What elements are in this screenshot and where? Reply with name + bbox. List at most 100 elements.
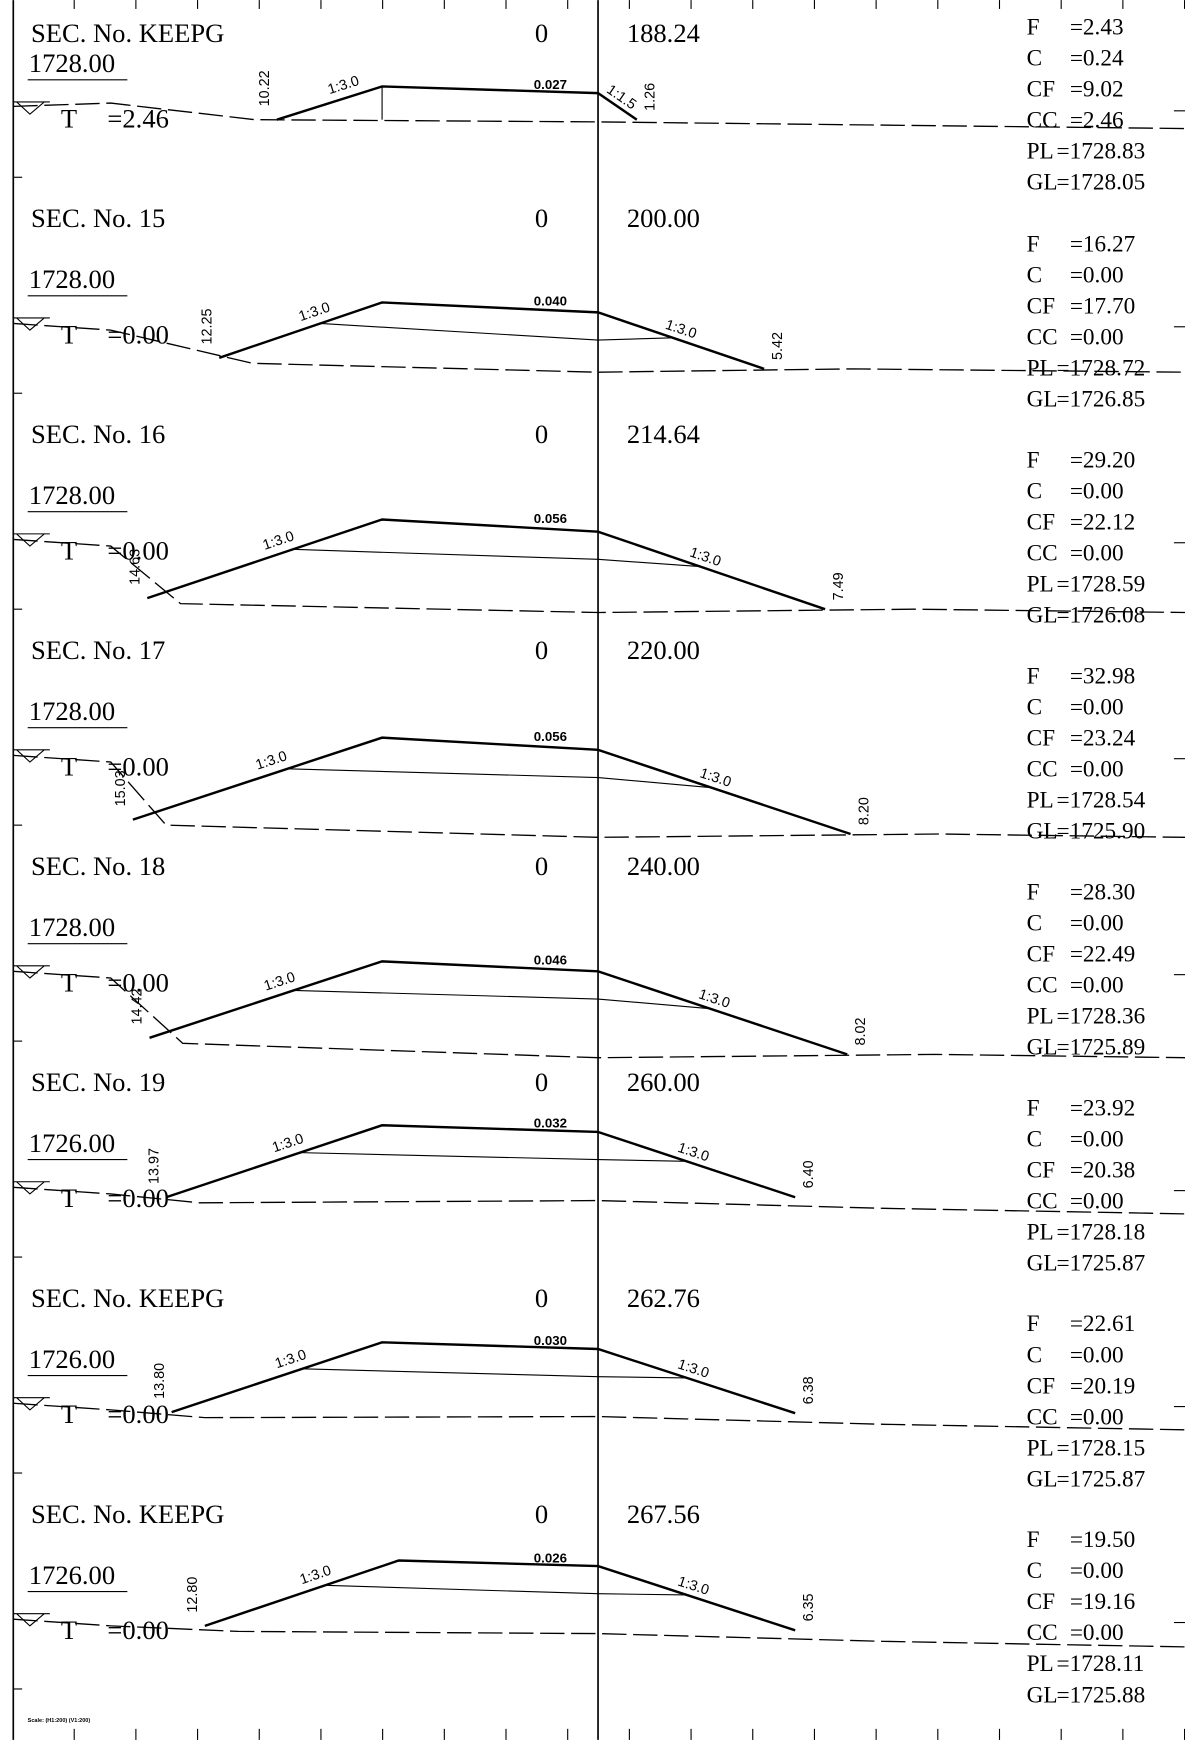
offset: 0 xyxy=(535,635,548,665)
prop-value: =19.50 xyxy=(1070,1527,1135,1553)
embankment xyxy=(132,736,851,836)
prop-label: GL xyxy=(1027,602,1058,628)
prop-label: GL xyxy=(1027,1034,1058,1060)
prop-value: =1728.18 xyxy=(1057,1219,1146,1245)
prop-label: C xyxy=(1027,262,1043,288)
section-title: SEC. No. 15 xyxy=(31,203,165,233)
prop-value: =0.00 xyxy=(1070,478,1124,504)
inner-line xyxy=(292,548,599,560)
ground-line xyxy=(13,754,1185,838)
prop-value: =23.92 xyxy=(1070,1095,1135,1121)
prop-label: CC xyxy=(1027,325,1058,351)
left-height: 14.63 xyxy=(128,549,144,585)
inner-line xyxy=(293,989,599,1000)
chainage: 262.76 xyxy=(627,1283,700,1313)
prop-label: GL xyxy=(1027,1250,1058,1276)
right-slope: 1:3.0 xyxy=(663,317,698,342)
section-title: SEC. No. 16 xyxy=(31,419,165,449)
inner-line xyxy=(598,1159,687,1162)
prop-label: PL xyxy=(1027,138,1054,164)
ground-line xyxy=(13,1618,1185,1648)
section-title: SEC. No. 18 xyxy=(31,851,165,881)
t-value: =0.00 xyxy=(107,1615,168,1645)
embankment xyxy=(218,301,765,371)
prop-value: =1725.87 xyxy=(1057,1466,1146,1492)
prop-value: =1728.72 xyxy=(1057,356,1146,382)
right-height: 8.02 xyxy=(853,1018,869,1046)
gradient: 0.056 xyxy=(534,511,567,526)
prop-label: F xyxy=(1027,1095,1040,1121)
inner-line xyxy=(598,1376,687,1379)
prop-value: =0.00 xyxy=(1070,694,1124,720)
t-value: =2.46 xyxy=(107,103,168,133)
prop-label: CF xyxy=(1027,76,1056,102)
prop-value: =1725.87 xyxy=(1057,1250,1146,1276)
prop-label: PL xyxy=(1027,1003,1054,1029)
embankment xyxy=(171,1341,796,1415)
gradient: 0.030 xyxy=(534,1333,567,1348)
inner-line xyxy=(287,768,599,779)
chainage: 220.00 xyxy=(627,635,700,665)
gradient: 0.027 xyxy=(534,77,567,92)
prop-label: CF xyxy=(1027,1589,1056,1615)
chainage: 200.00 xyxy=(627,203,700,233)
prop-value: =17.70 xyxy=(1070,293,1135,319)
prop-label: F xyxy=(1027,663,1040,689)
water-level: 1726.00 xyxy=(29,1344,115,1374)
prop-value: =0.00 xyxy=(1070,1126,1124,1152)
prop-label: CC xyxy=(1027,1620,1058,1646)
prop-label: CC xyxy=(1027,540,1058,566)
chainage: 214.64 xyxy=(627,419,700,449)
embankment xyxy=(149,960,848,1056)
offset: 0 xyxy=(535,18,548,48)
section-title: SEC. No. KEEPG xyxy=(31,1499,224,1529)
water-level: 1726.00 xyxy=(29,1560,115,1590)
prop-value: =0.00 xyxy=(1070,1342,1124,1368)
prop-label: GL xyxy=(1027,1466,1058,1492)
gradient: 0.056 xyxy=(534,729,567,744)
prop-value: =20.19 xyxy=(1070,1373,1135,1399)
inner-line xyxy=(302,1368,599,1378)
inner-line xyxy=(597,776,712,789)
prop-value: =1728.11 xyxy=(1057,1651,1145,1677)
water-level: 1728.00 xyxy=(29,696,115,726)
prop-value: =1725.89 xyxy=(1057,1034,1146,1060)
chainage: 188.24 xyxy=(627,18,700,48)
prop-value: =2.46 xyxy=(1070,107,1124,133)
prop-value: =1728.36 xyxy=(1057,1003,1146,1029)
prop-value: =20.38 xyxy=(1070,1157,1135,1183)
offset: 0 xyxy=(535,1067,548,1097)
prop-label: C xyxy=(1027,910,1043,936)
t-value: =0.00 xyxy=(107,967,168,997)
t-value: =0.00 xyxy=(107,751,168,781)
chainage: 260.00 xyxy=(627,1067,700,1097)
offset: 0 xyxy=(535,203,548,233)
gradient: 0.040 xyxy=(534,294,567,309)
chainage: 267.56 xyxy=(627,1499,700,1529)
prop-label: F xyxy=(1027,1527,1040,1553)
prop-label: F xyxy=(1027,879,1040,905)
prop-value: =1725.90 xyxy=(1057,818,1146,844)
prop-label: PL xyxy=(1027,787,1054,813)
prop-label: CC xyxy=(1027,1188,1058,1214)
t-value: =0.00 xyxy=(107,319,168,349)
right-height: 5.42 xyxy=(770,332,786,360)
left-height: 12.25 xyxy=(200,309,216,345)
prop-label: C xyxy=(1027,1126,1043,1152)
ground-line xyxy=(13,538,1185,614)
offset: 0 xyxy=(535,419,548,449)
prop-label: C xyxy=(1027,1342,1043,1368)
embankment xyxy=(276,85,638,121)
right-height: 6.35 xyxy=(801,1593,817,1621)
water-level: 1726.00 xyxy=(29,1128,115,1158)
right-height: 8.20 xyxy=(856,797,872,825)
right-height: 6.38 xyxy=(801,1376,817,1404)
prop-value: =23.24 xyxy=(1070,725,1136,751)
prop-value: =1725.88 xyxy=(1057,1682,1146,1708)
